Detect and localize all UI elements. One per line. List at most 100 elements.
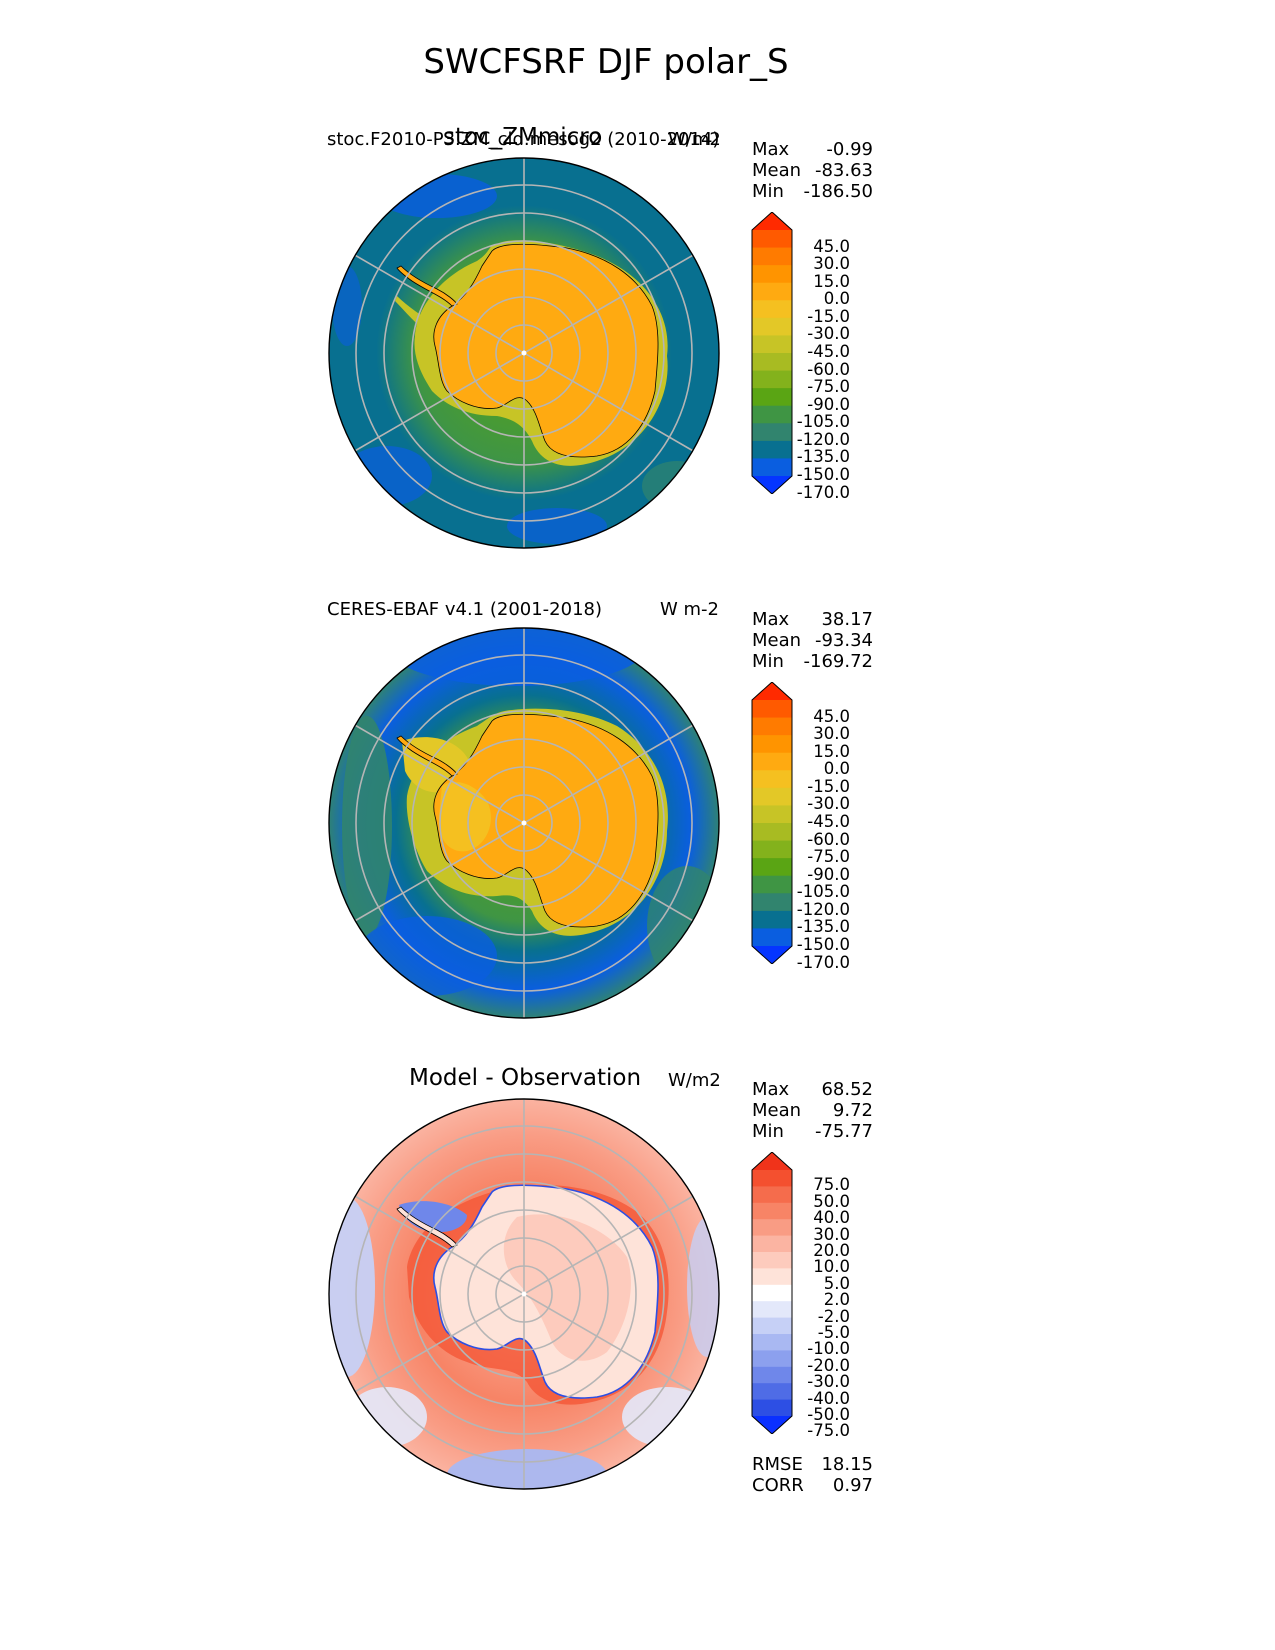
colorbar-tick-label: -30.0 (807, 794, 850, 814)
panel-2-left-label: CERES-EBAF v4.1 (2001-2018) (327, 599, 603, 620)
colorbar-tick-label: 15.0 (813, 271, 850, 291)
panel-1-stat-mean-label: Mean (752, 160, 802, 181)
colorbar-band (752, 300, 792, 319)
colorbar-band (752, 440, 792, 459)
colorbar-band (752, 823, 792, 841)
colorbar-tick-label: -60.0 (807, 829, 850, 849)
panel-1-map (328, 157, 720, 549)
colorbar-band (752, 787, 792, 806)
panel-3-stat-max-value: 68.52 (821, 1079, 873, 1100)
panel-1-units: W/m2 (668, 129, 721, 150)
colorbar-band (752, 1317, 792, 1335)
panel-3-colorbar-bands (751, 1152, 793, 1434)
colorbar-band (752, 230, 792, 248)
colorbar-tick-label: -90.0 (807, 394, 850, 414)
colorbar-band (752, 1399, 792, 1417)
panel-3-stat-max-label: Max (752, 1079, 790, 1100)
colorbar-tick-label: 2.0 (823, 1290, 850, 1310)
colorbar-tick-label: -45.0 (807, 342, 850, 361)
colorbar-extend-bottom (752, 1416, 792, 1434)
colorbar-tick-label: 30.0 (813, 1224, 850, 1244)
colorbar-band (752, 335, 792, 354)
colorbar-tick-label: 30.0 (813, 724, 850, 744)
colorbar-band (752, 1202, 792, 1220)
colorbar-tick-label: -120.0 (796, 899, 850, 919)
colorbar-outline (751, 682, 793, 964)
colorbar-band (752, 1170, 792, 1187)
colorbar-extend-bottom (752, 476, 792, 494)
colorbar-tick-label: -10.0 (807, 1339, 850, 1359)
colorbar-tick-label: -150.0 (796, 935, 850, 954)
colorbar-outline (751, 212, 793, 494)
colorbar-tick-label: -90.0 (807, 864, 850, 884)
figure-title: SWCFSRF DJF polar_S (423, 42, 789, 82)
colorbar-tick-label: -105.0 (796, 412, 850, 432)
colorbar-band (752, 353, 792, 371)
colorbar-tick-label: 5.0 (823, 1273, 850, 1293)
colorbar-tick-label: -105.0 (796, 882, 850, 902)
colorbar-band (752, 910, 792, 929)
panel-2-stat-min-value: -169.72 (803, 651, 873, 672)
colorbar-band (752, 893, 792, 912)
colorbar-tick-label: -135.0 (796, 917, 850, 937)
colorbar-band (752, 717, 792, 736)
colorbar-tick-label: 10.0 (813, 1257, 850, 1277)
colorbar-band (752, 928, 792, 947)
panel-3-stat-min-value: -75.77 (814, 1121, 873, 1142)
colorbar-tick-label: 75.0 (813, 1175, 850, 1195)
colorbar-tick-label: 0.0 (823, 289, 850, 309)
panel-1-colorbar-bands (751, 212, 793, 494)
colorbar-tick-label: -40.0 (807, 1388, 850, 1408)
colorbar-band (752, 1383, 792, 1400)
colorbar-band (752, 840, 792, 859)
colorbar-tick-label: -75.0 (807, 847, 850, 867)
colorbar-tick-label: 20.0 (813, 1241, 850, 1260)
colorbar-band (752, 1252, 792, 1269)
colorbar-tick-label: -2.0 (817, 1306, 850, 1326)
colorbar-band (752, 370, 792, 389)
colorbar-tick-label: -170.0 (796, 952, 850, 972)
colorbar-tick-label: -75.0 (807, 1421, 850, 1441)
colorbar-tick-label: 40.0 (813, 1208, 850, 1228)
panel-1-colorbar (751, 212, 793, 494)
colorbar-tick-label: -120.0 (796, 429, 850, 449)
colorbar-band (752, 282, 792, 301)
colorbar-band (752, 1366, 792, 1384)
panel-3-stat-min-label: Min (752, 1121, 784, 1142)
colorbar-band (752, 1186, 792, 1204)
colorbar-tick-label: -20.0 (807, 1355, 850, 1375)
panel-2-stat-mean-value: -93.34 (814, 630, 873, 651)
colorbar-tick-label: -60.0 (807, 359, 850, 379)
panel-1-stat-mean-value: -83.63 (814, 160, 873, 181)
colorbar-tick-label: 30.0 (813, 254, 850, 274)
panel-3-rmse-value: 18.15 (821, 1454, 873, 1475)
panel-2-stat-max-value: 38.17 (821, 609, 873, 630)
panel-2-colorbar-bands (751, 682, 793, 964)
colorbar-tick-label: -170.0 (796, 482, 850, 502)
colorbar-band (752, 805, 792, 824)
colorbar-tick-label: 45.0 (813, 706, 850, 726)
panel-3-corr-value: 0.97 (832, 1475, 873, 1496)
colorbar-outline (751, 1152, 793, 1434)
colorbar-band (752, 405, 792, 424)
panel-3-corr-label: CORR (752, 1475, 804, 1496)
colorbar-tick-label: -75.0 (807, 377, 850, 397)
panel-3-map (328, 1098, 720, 1490)
panel-3-stat-mean-value: 9.72 (832, 1100, 873, 1121)
panel-1-stat-min-value: -186.50 (803, 181, 873, 202)
colorbar-band (752, 388, 792, 407)
colorbar-band (752, 858, 792, 877)
panel-3-title: Model - Observation (409, 1065, 642, 1091)
colorbar-band (752, 423, 792, 442)
colorbar-band (752, 700, 792, 718)
panel-3-rmse-label: RMSE (752, 1454, 803, 1475)
colorbar-band (752, 1268, 792, 1286)
colorbar-band (752, 1334, 792, 1351)
panel-2-units: W m-2 (660, 599, 720, 620)
panel-3-units: W/m2 (668, 1070, 721, 1091)
colorbar-tick-label: 45.0 (813, 236, 850, 256)
colorbar-tick-label: -30.0 (807, 324, 850, 344)
colorbar-tick-label: -45.0 (807, 812, 850, 831)
colorbar-band (752, 1350, 792, 1368)
colorbar-band (752, 458, 792, 477)
